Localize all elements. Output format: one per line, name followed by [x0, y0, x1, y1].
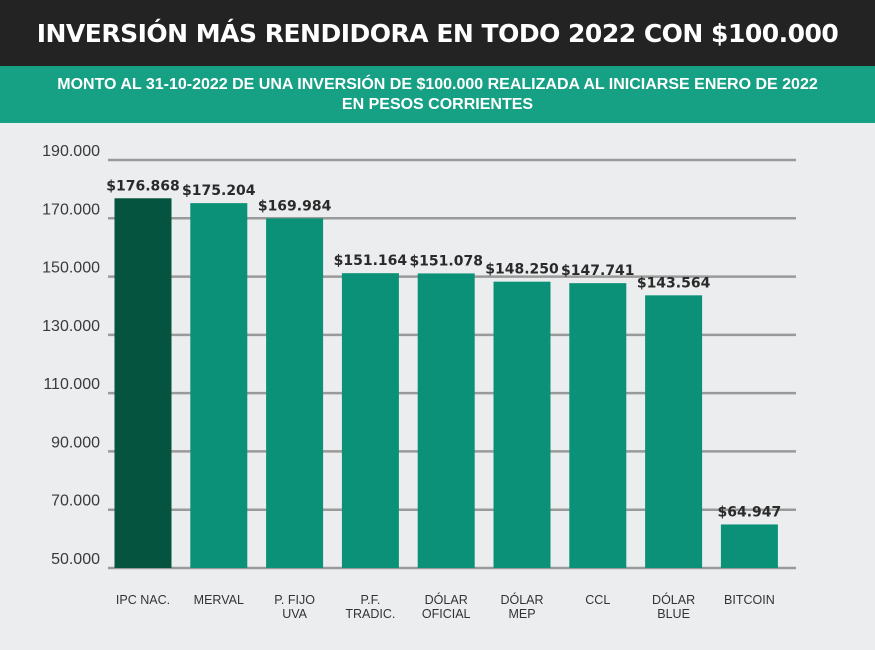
bar-value-label: $169.984	[258, 198, 332, 214]
x-category-label: DÓLAR MEP	[500, 592, 543, 621]
y-tick-label: 90.000	[51, 434, 100, 451]
x-category-label: MERVAL	[194, 593, 244, 607]
bar-value-label: $147.741	[561, 263, 635, 279]
bar-value-label: $148.250	[485, 262, 559, 278]
bar	[645, 295, 703, 568]
bar	[266, 218, 324, 568]
bar	[341, 273, 399, 568]
x-category-label: P. FIJO UVA	[274, 593, 315, 621]
y-tick-label: 190.000	[42, 143, 100, 160]
chart-area: 50.000 70.000 90.000 110.000 130.000 150.000 1…	[0, 123, 875, 650]
chart-title: INVERSIÓN MÁS RENDIDORA EN TODO 2022 CON…	[36, 18, 839, 48]
chart-subtitle-bar: MONTO AL 31-10-2022 DE UNA INVERSIÓN DE …	[0, 66, 875, 123]
y-tick-label: 50.000	[51, 551, 100, 568]
bar-value-label: $175.204	[182, 183, 256, 199]
x-category-label: CCL	[585, 593, 610, 607]
y-tick-label: 110.000	[43, 376, 100, 393]
bar	[190, 203, 248, 568]
chart-subtitle-line-2: EN PESOS CORRIENTES	[341, 95, 534, 113]
x-category-label: P.F. TRADIC.	[345, 593, 395, 621]
bar	[417, 273, 475, 568]
bar-value-label: $176.868	[106, 178, 180, 194]
x-category-label: BITCOIN	[724, 593, 775, 607]
bar-chart: 50.000 70.000 90.000 110.000 130.000 150.000 1…	[42, 143, 796, 621]
y-tick-label: 150.000	[42, 260, 100, 277]
y-tick-label: 130.000	[42, 318, 100, 335]
x-category-label: IPC NAC.	[116, 593, 170, 607]
y-tick-label: 70.000	[51, 493, 100, 510]
chart-subtitle-line-1: MONTO AL 31-10-2022 DE UNA INVERSIÓN DE …	[57, 75, 818, 93]
bar	[569, 283, 627, 568]
bar	[493, 281, 551, 568]
bar-value-label: $64.947	[718, 504, 782, 520]
bar	[114, 198, 172, 569]
y-tick-label: 170.000	[42, 201, 100, 218]
chart-title-bar: INVERSIÓN MÁS RENDIDORA EN TODO 2022 CON…	[0, 0, 875, 66]
bar-value-label: $151.078	[409, 253, 483, 269]
x-category-label: DÓLAR OFICIAL	[422, 592, 471, 621]
bar	[720, 524, 778, 568]
x-category-label: DÓLAR BLUE	[652, 592, 695, 621]
bar-value-label: $151.164	[334, 253, 408, 269]
bar-value-label: $143.564	[637, 275, 711, 291]
